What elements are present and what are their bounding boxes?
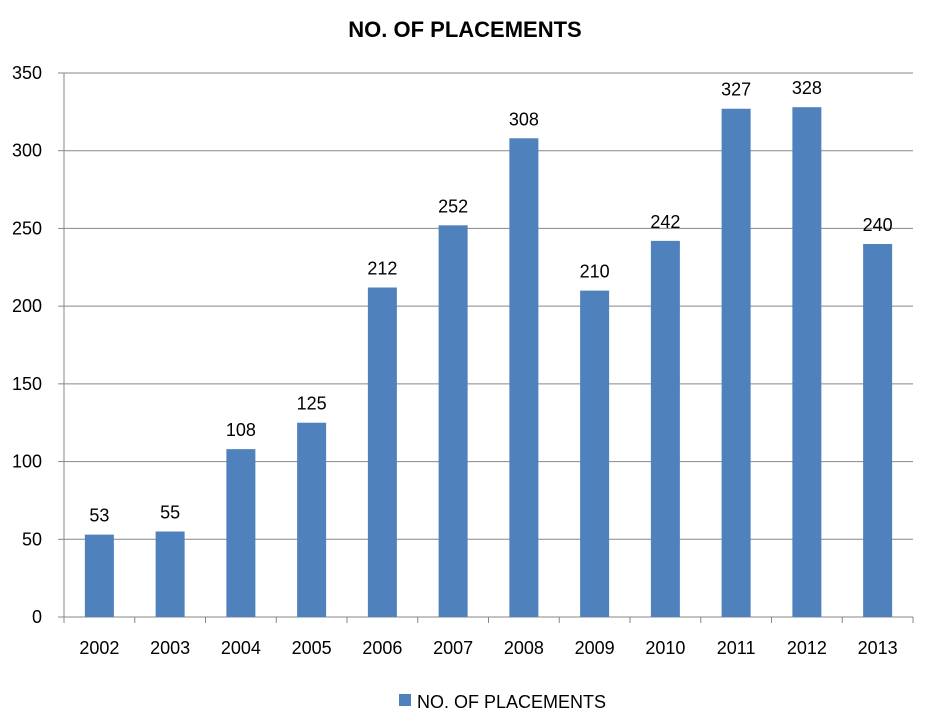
data-label: 252 [438,196,468,216]
x-tick-label: 2009 [575,638,615,658]
x-tick-label: 2013 [858,638,898,658]
x-tick-label: 2004 [221,638,261,658]
y-tick-label: 100 [12,452,42,472]
bar-2007 [438,225,468,617]
data-label: 242 [650,212,680,232]
data-label: 210 [580,262,610,282]
x-tick-label: 2010 [645,638,685,658]
data-label: 108 [226,420,256,440]
bar-2002 [84,534,114,617]
legend: NO. OF PLACEMENTS [399,692,606,712]
bars [84,107,893,618]
bar-2012 [792,107,822,618]
x-tick-label: 2012 [787,638,827,658]
data-label: 53 [89,506,109,526]
y-tick-label: 0 [32,607,42,627]
axes: 0 50 100 150 200 250 300 350 2002 2003 2004 2005 200… [12,63,914,658]
legend-swatch [399,694,411,706]
bar-2009 [580,290,610,617]
chart-title: NO. OF PLACEMENTS [348,17,581,42]
bar-2010 [650,240,680,617]
x-tick-label: 2011 [717,638,756,658]
bar-2004 [226,449,256,617]
gridlines [64,72,913,618]
y-tick-label: 150 [12,374,42,394]
y-tick-label: 350 [12,63,42,83]
data-label: 308 [509,109,539,129]
x-tick-label: 2007 [433,638,473,658]
bar-2008 [509,138,539,617]
x-tick-label: 2003 [150,638,190,658]
data-label: 55 [160,503,180,523]
x-tick-label: 2008 [504,638,544,658]
x-tick-label: 2002 [79,638,119,658]
data-label: 327 [721,80,751,100]
data-label: 328 [792,78,822,98]
legend-label: NO. OF PLACEMENTS [417,692,606,712]
y-tick-label: 50 [22,529,42,549]
bar-2006 [367,287,397,617]
x-tick-label: 2005 [292,638,332,658]
bar-2013 [863,243,893,617]
y-tick-label: 200 [12,296,42,316]
data-labels: 53 55 108 125 212 252 308 210 242 327 328 240 [89,78,892,525]
data-label: 240 [863,215,893,235]
y-tick-label: 300 [12,141,42,161]
data-label: 125 [297,394,327,414]
bar-2005 [297,422,327,617]
y-tick-label: 250 [12,218,42,238]
x-tick-label: 2006 [362,638,402,658]
data-label: 212 [367,258,397,278]
bar-2011 [721,108,751,618]
bar-2003 [155,531,185,617]
